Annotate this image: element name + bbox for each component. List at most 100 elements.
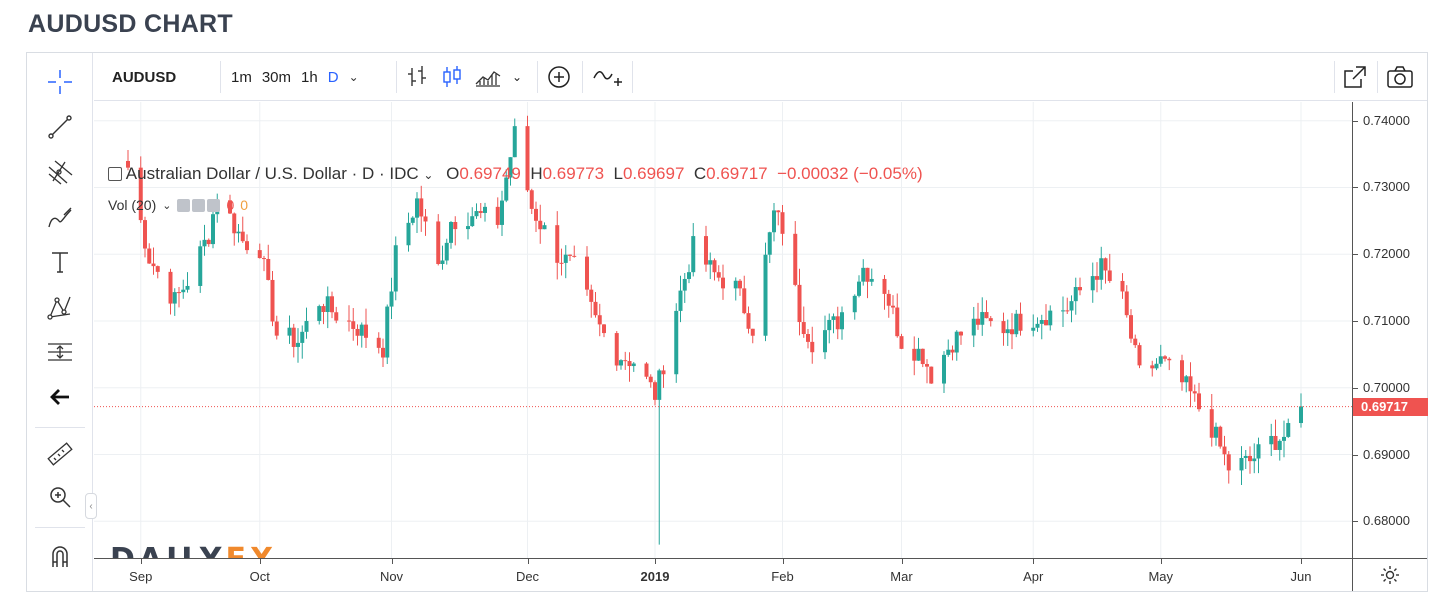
- forecast-icon[interactable]: [38, 333, 82, 371]
- volume-legend: Vol (20) ⌄ 0 0: [108, 197, 248, 213]
- candle-body: [1252, 458, 1257, 462]
- candle-body: [1286, 423, 1291, 437]
- interval-30m[interactable]: 30m: [261, 68, 292, 86]
- indicator-icon[interactable]: [546, 53, 572, 101]
- gear-icon[interactable]: [192, 198, 206, 212]
- candle-body: [627, 361, 632, 367]
- candle-body: [831, 316, 836, 320]
- candle-body: [389, 291, 394, 307]
- candle-body: [410, 217, 415, 223]
- candle-body: [245, 241, 249, 251]
- compare-icon[interactable]: [592, 53, 622, 101]
- crosshair-icon[interactable]: [38, 63, 82, 101]
- candle-body: [143, 220, 147, 249]
- candle-body: [504, 177, 509, 201]
- candle-body: [644, 363, 649, 377]
- series-name[interactable]: Australian Dollar / U.S. Dollar · D · ID…: [125, 164, 419, 183]
- candle-body: [869, 278, 874, 282]
- candle-body: [1069, 301, 1074, 311]
- candle-body: [593, 301, 598, 316]
- camera-icon[interactable]: [1386, 53, 1414, 101]
- candle-body: [959, 331, 963, 336]
- candle-body: [1073, 287, 1078, 302]
- chevron-down-icon[interactable]: ⌄: [348, 70, 359, 84]
- time-tick-label: Jun: [1290, 569, 1312, 584]
- candle-body: [971, 318, 976, 336]
- candle-body: [181, 289, 186, 293]
- price-tick-mark: [1353, 120, 1358, 122]
- trend-line-icon[interactable]: [38, 108, 82, 146]
- candle-body: [1035, 323, 1040, 328]
- collapse-legend-icon[interactable]: [108, 167, 122, 181]
- candle-body: [317, 306, 322, 321]
- time-tick-mark: [1160, 559, 1162, 564]
- candle-body: [334, 312, 339, 321]
- candle-body: [619, 360, 623, 366]
- candle-body: [1124, 291, 1129, 316]
- time-tick-mark: [259, 559, 261, 564]
- back-arrow-icon[interactable]: [38, 378, 82, 416]
- price-tick-label: 0.69000: [1363, 446, 1410, 462]
- eye-icon[interactable]: [177, 198, 191, 212]
- candle-body: [440, 260, 445, 265]
- pitchfork-icon[interactable]: [38, 153, 82, 191]
- low-value: 0.69697: [622, 164, 685, 183]
- chart-pane[interactable]: Australian Dollar / U.S. Dollar · D · ID…: [94, 102, 1352, 558]
- zoom-in-icon[interactable]: [38, 478, 82, 516]
- candle-body: [738, 280, 742, 289]
- candle-body: [1103, 258, 1108, 271]
- close-icon[interactable]: [207, 198, 221, 212]
- top-toolbar: AUDUSD 1m 30m 1h D ⌄ ⌄: [94, 53, 1427, 101]
- candle-body: [529, 190, 534, 209]
- interval-1m[interactable]: 1m: [231, 68, 252, 86]
- volume-label[interactable]: Vol (20): [108, 197, 157, 213]
- candle-body: [1010, 329, 1014, 335]
- close-value: 0.69717: [706, 164, 768, 183]
- candle-body: [211, 214, 215, 245]
- candle-body: [483, 206, 487, 213]
- collapse-toolbar-button[interactable]: ‹: [85, 493, 97, 519]
- ruler-icon[interactable]: [38, 435, 82, 473]
- bar-style-icon[interactable]: [404, 53, 430, 101]
- candle-body: [274, 321, 279, 336]
- price-tick-mark: [1353, 254, 1358, 256]
- candle-body: [827, 319, 832, 331]
- candle-body: [172, 292, 177, 304]
- candle-body: [1133, 338, 1138, 346]
- area-style-icon[interactable]: ⌄: [474, 53, 522, 101]
- settings-icon[interactable]: [1352, 558, 1427, 591]
- time-tick-label: Sep: [129, 569, 153, 584]
- symbol-search[interactable]: AUDUSD: [112, 68, 177, 86]
- candle-style-icon[interactable]: [439, 53, 465, 101]
- candle-body: [840, 312, 844, 330]
- popout-icon[interactable]: [1342, 53, 1368, 101]
- candle-body: [1154, 363, 1159, 369]
- candle-body: [291, 327, 296, 347]
- candle-body: [1039, 320, 1044, 324]
- price-axis[interactable]: 0.74000 0.73000 0.72000 0.71000 0.70000 0.690…: [1352, 102, 1428, 558]
- candle-body: [980, 312, 985, 325]
- candle-body: [852, 295, 857, 313]
- volume-value-2: 0: [240, 197, 249, 213]
- candle-body: [257, 250, 262, 259]
- time-tick-mark: [527, 559, 529, 564]
- text-icon[interactable]: [38, 243, 82, 281]
- chevron-down-icon[interactable]: ⌄: [512, 70, 523, 84]
- brush-icon[interactable]: [38, 198, 82, 236]
- chevron-down-icon[interactable]: ⌄: [162, 199, 172, 212]
- time-axis[interactable]: Sep Oct Nov Dec 2019 Feb Mar Apr May Jun: [94, 558, 1352, 591]
- interval-1h[interactable]: 1h: [301, 68, 318, 86]
- candle-body: [746, 313, 751, 329]
- chevron-down-icon[interactable]: ⌄: [423, 168, 434, 182]
- candle-body: [886, 293, 891, 306]
- candle-body: [1180, 360, 1184, 383]
- pattern-icon[interactable]: [38, 288, 82, 326]
- price-tick-label: 0.70000: [1363, 379, 1410, 395]
- candle-body: [916, 348, 921, 361]
- candle-body: [1001, 321, 1006, 334]
- candle-body: [1218, 426, 1223, 447]
- interval-d[interactable]: D: [327, 68, 339, 86]
- candle-body: [1150, 365, 1155, 369]
- magnet-icon[interactable]: [38, 537, 82, 575]
- candle-body: [835, 316, 840, 330]
